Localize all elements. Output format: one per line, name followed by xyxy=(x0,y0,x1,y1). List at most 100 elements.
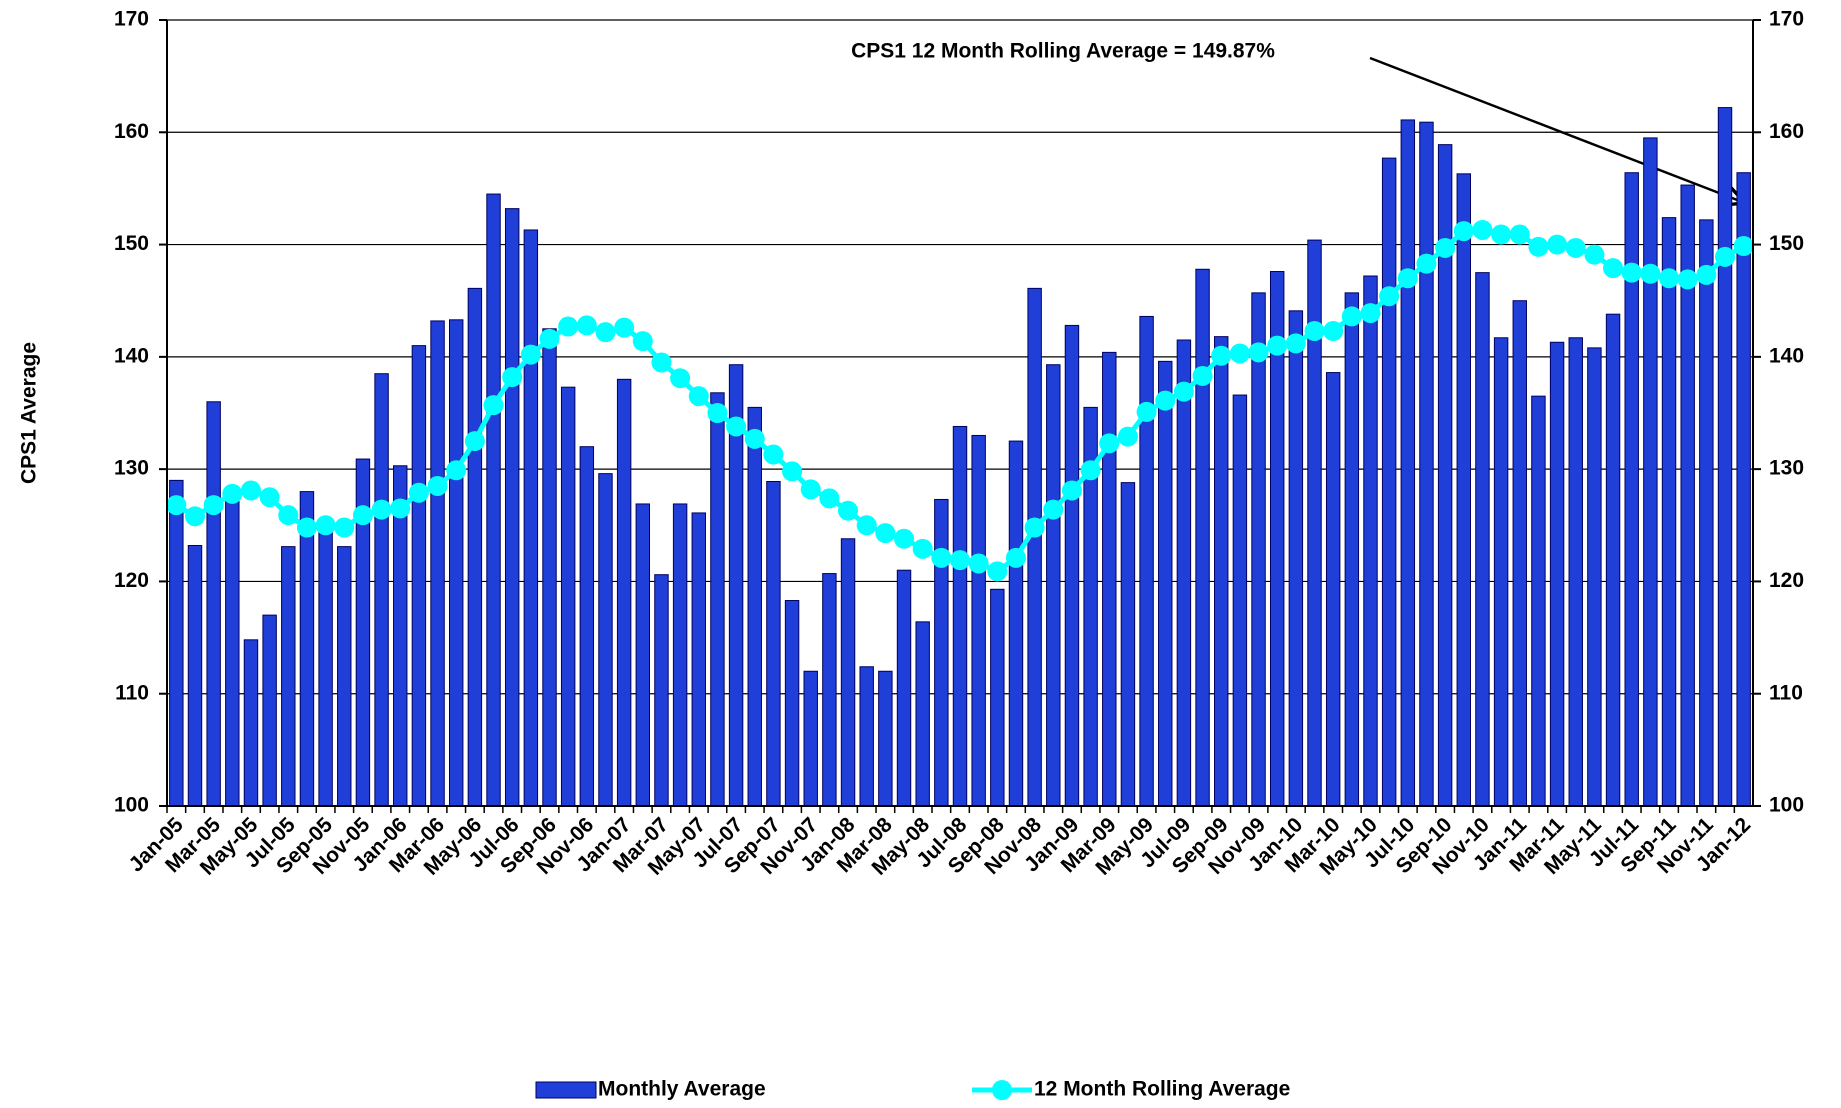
line-marker xyxy=(1155,390,1176,411)
bar xyxy=(1027,287,1042,807)
bar xyxy=(896,569,912,807)
annotation: CPS1 12 Month Rolling Average = 149.87% xyxy=(851,40,1275,63)
bar xyxy=(616,378,632,807)
bar xyxy=(598,473,613,807)
bar xyxy=(411,345,427,807)
bar xyxy=(766,480,781,807)
bar xyxy=(560,386,576,807)
y-tick-label: 130 xyxy=(114,457,149,480)
line-marker xyxy=(744,428,765,449)
line-marker xyxy=(707,403,728,423)
y2-tick-label: 100 xyxy=(1769,794,1804,817)
bar xyxy=(1531,395,1546,807)
line-marker xyxy=(614,317,635,338)
y2-tick-label: 120 xyxy=(1769,569,1804,592)
line-marker xyxy=(352,505,373,526)
bar xyxy=(448,319,464,807)
y-axis-title: CPS1 Average xyxy=(18,342,41,484)
line-marker xyxy=(1117,426,1138,447)
line-marker xyxy=(520,344,541,365)
bar xyxy=(1046,364,1061,807)
bar xyxy=(430,320,445,807)
line-marker xyxy=(1229,343,1250,364)
bar xyxy=(1176,339,1192,807)
bar xyxy=(281,546,296,807)
line-marker xyxy=(427,475,448,496)
line-marker xyxy=(1715,246,1736,267)
bar xyxy=(579,446,595,807)
bar xyxy=(710,392,725,807)
bar xyxy=(1195,268,1210,807)
y2-tick-label: 140 xyxy=(1769,344,1804,367)
bar xyxy=(318,530,333,807)
y2-tick-label: 150 xyxy=(1769,232,1804,255)
line-marker xyxy=(1696,264,1717,285)
line-marker xyxy=(222,483,243,504)
line-marker xyxy=(184,506,205,527)
line-marker xyxy=(576,315,597,336)
legend-label: 12 Month Rolling Average xyxy=(1034,1078,1290,1101)
bar xyxy=(691,512,706,807)
line-marker xyxy=(968,553,989,574)
bar xyxy=(1251,292,1266,807)
line-marker xyxy=(1640,263,1661,284)
bar xyxy=(337,546,352,807)
line-marker xyxy=(782,461,803,482)
line-marker xyxy=(1659,268,1680,289)
bar xyxy=(1344,292,1360,807)
bar xyxy=(1288,310,1304,807)
line-marker xyxy=(1453,221,1474,242)
line-marker xyxy=(1528,236,1549,257)
bar xyxy=(747,406,762,807)
line-marker xyxy=(819,488,840,509)
bar xyxy=(467,287,483,807)
line-marker xyxy=(688,386,709,407)
bar xyxy=(840,538,856,807)
line-marker xyxy=(1397,268,1418,289)
line-marker xyxy=(558,316,579,337)
bar xyxy=(1139,315,1154,807)
line-marker xyxy=(1323,321,1344,342)
line-marker xyxy=(1435,237,1456,258)
bar xyxy=(299,491,315,807)
line-marker xyxy=(166,495,187,516)
line-marker xyxy=(1043,499,1064,520)
line-marker xyxy=(1472,219,1493,240)
line-marker xyxy=(1547,234,1568,255)
line-marker xyxy=(371,499,392,520)
y-tick-label: 140 xyxy=(114,344,149,367)
line-marker xyxy=(838,500,859,521)
line-marker xyxy=(464,431,485,452)
line-marker xyxy=(502,367,523,388)
bar xyxy=(1699,219,1714,807)
line-marker xyxy=(1509,224,1530,245)
line-marker xyxy=(670,368,691,389)
line-marker xyxy=(483,395,504,416)
bar xyxy=(1325,372,1341,807)
y2-tick-label: 130 xyxy=(1769,457,1804,480)
line-marker xyxy=(408,482,429,503)
line-marker xyxy=(296,517,317,538)
line-marker xyxy=(726,416,747,437)
line-marker xyxy=(1733,236,1754,257)
line-marker xyxy=(390,498,411,519)
line-marker xyxy=(763,444,784,465)
line-marker xyxy=(1621,262,1642,283)
bar xyxy=(262,614,277,807)
line-marker xyxy=(203,495,224,516)
legend-swatch xyxy=(535,1081,597,1099)
line-marker xyxy=(987,561,1008,582)
line-marker xyxy=(539,328,560,349)
y-tick-label: 100 xyxy=(114,794,149,817)
bar xyxy=(1605,313,1621,807)
bar xyxy=(1363,275,1378,807)
bar xyxy=(1214,336,1229,807)
bar xyxy=(486,193,501,807)
bar xyxy=(803,670,818,807)
line-marker xyxy=(1192,365,1213,386)
line-marker xyxy=(651,352,672,373)
bar xyxy=(971,434,986,807)
bar xyxy=(1008,440,1024,807)
y-tick-label: 160 xyxy=(114,120,149,143)
line-marker xyxy=(595,322,616,343)
